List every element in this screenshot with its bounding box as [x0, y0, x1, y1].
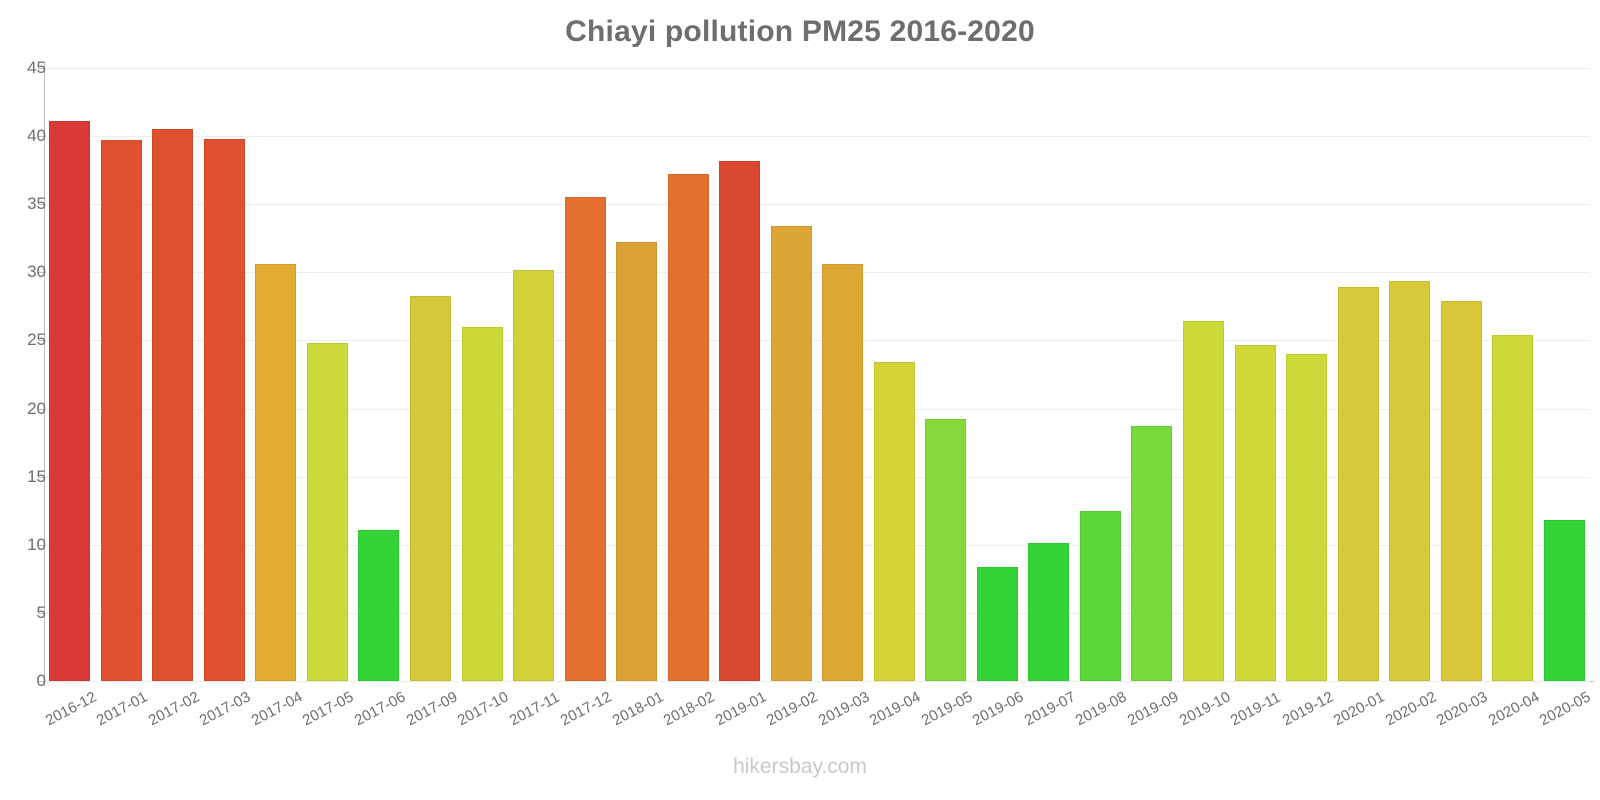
gridline [44, 476, 1590, 478]
x-tick-label: 2019-12 [1279, 688, 1336, 730]
x-tick-label: 2020-04 [1485, 688, 1543, 730]
bar[interactable] [1234, 344, 1276, 681]
y-tick-mark [38, 612, 44, 614]
x-tick-label: 2019-09 [1124, 688, 1182, 730]
y-tick-label: 40 [27, 126, 46, 146]
x-tick-label: 2017-02 [145, 688, 203, 730]
bar[interactable] [1183, 321, 1224, 681]
y-tick-label: 45 [27, 58, 46, 77]
y-tick-label: 0 [36, 671, 46, 690]
y-tick-mark [38, 204, 44, 206]
gridline [44, 272, 1590, 274]
y-tick-label: 20 [27, 398, 46, 418]
bar[interactable] [152, 129, 194, 681]
x-tick-label: 2017-01 [94, 688, 151, 730]
bar[interactable] [513, 269, 555, 681]
y-tick-mark [38, 544, 44, 546]
bar[interactable] [49, 121, 91, 681]
bar[interactable] [1286, 354, 1328, 681]
x-tick-label: 2017-04 [248, 688, 306, 730]
bar[interactable] [822, 264, 864, 681]
bar[interactable] [306, 343, 348, 681]
x-tick-label: 2017-11 [506, 688, 562, 730]
x-tick-label: 2017-12 [557, 688, 615, 730]
x-tick-label: 2019-10 [1176, 688, 1233, 730]
x-tick-label: 2019-07 [1021, 688, 1079, 730]
y-tick-mark [38, 136, 44, 138]
gridline [44, 408, 1590, 410]
gridline [44, 681, 1590, 682]
x-tick-label: 2020-05 [1537, 688, 1594, 730]
bar[interactable] [1440, 300, 1482, 681]
bar[interactable] [255, 264, 297, 681]
x-tick-label: 2019-01 [712, 688, 770, 730]
x-axis-labels: 2016-12 2017-01 2017-02 2017-03 2017-04 2017-… [42, 683, 1594, 763]
gridline [44, 340, 1590, 342]
x-tick-label: 2016-12 [42, 688, 100, 730]
bar[interactable] [564, 197, 606, 681]
gridline [44, 204, 1590, 206]
x-tick-label: 2017-09 [403, 688, 460, 730]
bar[interactable] [1131, 426, 1173, 681]
y-tick-label: 25 [27, 330, 46, 350]
y-tick-label: 35 [27, 194, 46, 214]
y-tick-label: 30 [27, 262, 46, 282]
y-tick-mark [38, 681, 44, 682]
gridline [44, 544, 1590, 546]
gridline [44, 136, 1590, 138]
bar[interactable] [100, 140, 142, 681]
bar[interactable] [770, 226, 812, 681]
x-tick-label: 2020-01 [1330, 688, 1388, 730]
bar[interactable] [925, 419, 967, 681]
x-tick-label: 2017-10 [454, 688, 512, 730]
x-tick-label: 2019-04 [867, 688, 924, 730]
bar[interactable] [203, 138, 245, 681]
plot-area [44, 68, 1590, 682]
bar-series [44, 68, 1590, 681]
y-tick-mark [38, 340, 44, 342]
chart-title: Chiayi pollution PM25 2016-2020 [565, 15, 1035, 48]
y-tick-mark [38, 272, 44, 274]
y-tick-mark [38, 476, 44, 478]
x-tick-label: 2019-08 [1073, 688, 1130, 730]
x-tick-label: 2018-02 [660, 688, 718, 730]
gridline [44, 612, 1590, 614]
bar[interactable] [1028, 543, 1070, 681]
x-tick-label: 2017-05 [300, 688, 357, 730]
source-watermark: hikersbay.com [733, 755, 867, 778]
bar[interactable] [1079, 510, 1121, 681]
bar[interactable] [873, 362, 915, 681]
bar[interactable] [1389, 280, 1431, 681]
bar[interactable] [616, 242, 658, 681]
bar[interactable] [358, 529, 400, 681]
y-tick-label: 10 [27, 534, 46, 554]
bar[interactable] [1492, 335, 1534, 681]
y-tick-label: 5 [36, 602, 46, 622]
x-tick-label: 2020-03 [1433, 688, 1491, 730]
x-tick-label: 2017-06 [351, 688, 409, 730]
y-tick-mark [38, 68, 44, 69]
bar[interactable] [410, 295, 451, 681]
bar[interactable] [461, 326, 503, 681]
x-tick-label: 2019-11 [1227, 688, 1284, 730]
bar[interactable] [667, 174, 709, 681]
y-tick-mark [38, 408, 44, 410]
x-tick-label: 2017-03 [197, 688, 254, 730]
x-tick-label: 2020-02 [1382, 688, 1440, 730]
x-tick-label: 2019-03 [815, 688, 873, 730]
gridline [44, 68, 1590, 69]
x-tick-label: 2019-02 [764, 688, 821, 730]
bar[interactable] [719, 160, 761, 681]
x-tick-label: 2019-05 [918, 688, 976, 730]
x-tick-label: 2018-01 [609, 688, 667, 730]
bar[interactable] [1543, 520, 1585, 681]
x-tick-label: 2019-06 [970, 688, 1027, 730]
bar[interactable] [976, 566, 1018, 681]
y-tick-label: 15 [27, 466, 46, 486]
y-axis-line [44, 62, 45, 686]
bar[interactable] [1337, 287, 1379, 681]
